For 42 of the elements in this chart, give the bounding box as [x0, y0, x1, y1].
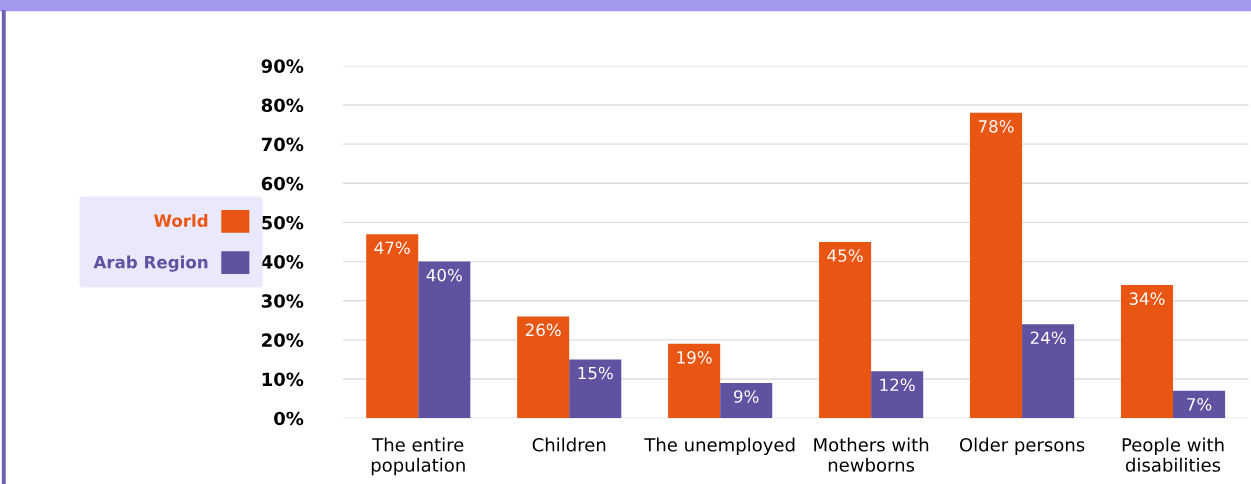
text: 78%	[978, 120, 1014, 133]
text: 47%	[374, 241, 410, 255]
text: 12%	[880, 378, 915, 392]
y-tick-label: 10%	[262, 372, 304, 387]
bar	[819, 242, 872, 419]
y-tick-label: 30%	[261, 294, 304, 308]
bar	[1120, 285, 1174, 419]
bar	[668, 343, 721, 419]
bar	[418, 261, 471, 419]
y-tick-label: 40%	[261, 255, 304, 269]
y-tick-label: 90%	[261, 59, 304, 73]
text: 9%	[734, 390, 759, 403]
y-tick-label: 0%	[274, 411, 304, 426]
x-tick-label: Children	[532, 437, 606, 452]
text: 19%	[677, 351, 712, 364]
bar	[871, 371, 924, 419]
legend-label: World	[154, 214, 208, 227]
bar	[569, 359, 622, 419]
text: 34%	[1129, 292, 1165, 305]
y-tick-label: 80%	[261, 98, 304, 113]
text: 7%	[1187, 398, 1212, 411]
bar	[720, 382, 773, 419]
bar	[969, 112, 1023, 419]
y-tick-label: 50%	[262, 215, 304, 230]
legend-label: Arab Region	[93, 255, 208, 272]
bar	[1173, 390, 1226, 419]
x-tick-label: People with disabilities	[1122, 437, 1224, 472]
x-tick-label: Older persons	[959, 437, 1085, 456]
x-tick-label: The unemployed	[644, 437, 795, 456]
text: 24%	[1030, 331, 1066, 345]
text: 45%	[827, 249, 863, 262]
bar	[517, 316, 570, 419]
text: 15%	[578, 366, 613, 380]
y-tick-label: 20%	[262, 333, 304, 347]
text: 40%	[426, 268, 462, 282]
bar	[1022, 324, 1075, 419]
x-tick-label: Mothers with newborns	[814, 437, 929, 472]
x-tick-label: The entire population	[371, 437, 465, 476]
y-tick-label: 70%	[261, 137, 304, 152]
text: 26%	[525, 323, 561, 337]
bar	[366, 234, 419, 419]
y-tick-label: 60%	[261, 176, 304, 191]
